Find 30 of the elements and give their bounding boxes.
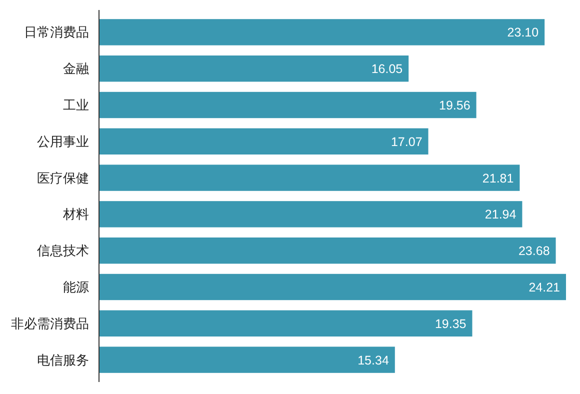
data-label: 19.35 <box>434 316 466 331</box>
data-label: 21.81 <box>482 171 514 186</box>
data-label: 24.21 <box>528 280 560 294</box>
y-tick-label: 日常消费品 <box>24 26 89 41</box>
bar <box>99 346 395 373</box>
y-tick-label: 信息技术 <box>37 244 89 260</box>
data-label: 19.56 <box>439 98 470 112</box>
bar <box>99 92 476 118</box>
y-tick-label: 能源 <box>63 280 89 296</box>
bar <box>99 164 520 191</box>
y-tick-label: 电信服务 <box>37 353 89 368</box>
bar <box>99 201 522 228</box>
data-label: 17.07 <box>390 134 422 149</box>
bar <box>99 274 566 300</box>
y-tick-label: 材料 <box>62 208 89 223</box>
data-label: 16.05 <box>371 62 403 76</box>
y-tick-label: 公用事业 <box>37 134 89 150</box>
y-tick-label: 医疗保健 <box>37 171 89 186</box>
data-label: 15.34 <box>358 353 389 368</box>
data-label: 21.94 <box>484 208 516 222</box>
bar <box>99 237 556 264</box>
y-tick-label: 金融 <box>63 62 89 78</box>
y-tick-label: 工业 <box>63 98 89 114</box>
y-tick-label: 非必需消费品 <box>11 316 89 332</box>
bar <box>99 55 409 82</box>
data-label: 23.10 <box>507 26 539 40</box>
bar <box>99 128 428 155</box>
bar <box>99 310 472 337</box>
bar <box>99 19 545 46</box>
data-label: 23.68 <box>518 244 550 258</box>
